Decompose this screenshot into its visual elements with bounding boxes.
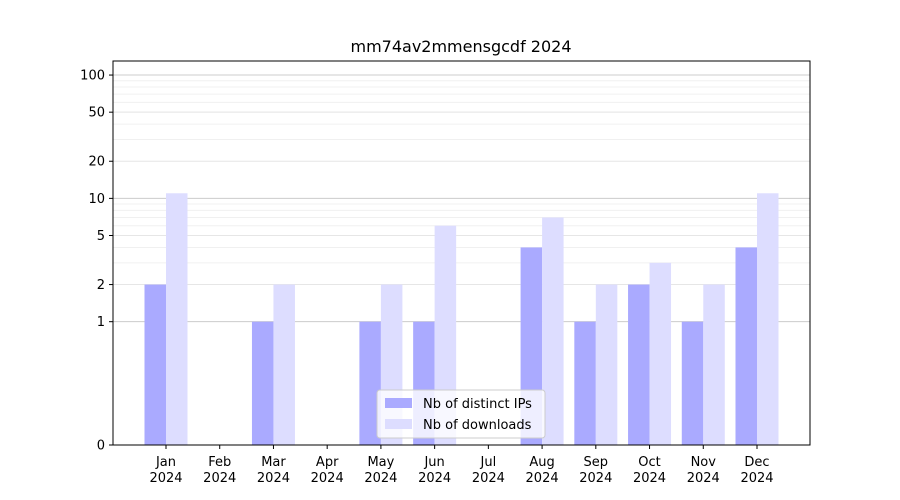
x-tick-label: Aug 2024 — [526, 455, 559, 486]
chart-title: mm74av2mmensgcdf 2024 — [350, 37, 571, 56]
legend-swatch-distinct-ips — [385, 398, 412, 408]
legend: Nb of distinct IPs Nb of downloads — [376, 389, 546, 439]
x-tick-label: Jun 2024 — [418, 455, 451, 486]
bar-downloads-8 — [595, 284, 618, 445]
bar-distinct-ips-0 — [144, 284, 166, 445]
grid-lines — [113, 74, 810, 323]
bar-distinct-ips-8 — [574, 321, 596, 445]
x-tick-label: Nov 2024 — [687, 455, 720, 486]
bar-distinct-ips-2 — [251, 321, 274, 445]
bar-downloads-11 — [757, 193, 779, 445]
legend-swatch-downloads — [385, 419, 412, 429]
x-tick-label: Dec 2024 — [740, 455, 773, 486]
x-tick-label: Feb 2024 — [203, 455, 236, 486]
bar-downloads-9 — [649, 262, 672, 445]
legend-box — [376, 389, 546, 439]
bar-distinct-ips-9 — [628, 284, 650, 445]
bar-downloads-0 — [166, 193, 188, 445]
bar-downloads-10 — [703, 284, 725, 445]
y-tick-label: 0 — [97, 439, 105, 454]
x-tick-label: May 2024 — [364, 455, 397, 486]
y-tick-label: 50 — [88, 106, 105, 121]
x-tick-label: Apr 2024 — [311, 455, 344, 486]
x-axis: Jan 2024 Feb 2024 Mar 2024 Apr 2024 May 2024 Jun 20… — [149, 445, 774, 486]
bar-distinct-ips-4 — [359, 321, 381, 445]
bar-downloads-2 — [273, 284, 295, 445]
y-tick-label: 1 — [97, 315, 105, 330]
y-tick-label: 2 — [97, 278, 105, 293]
y-tick-label: 100 — [80, 69, 105, 84]
plot-area-frame — [112, 60, 811, 446]
y-tick-label: 5 — [97, 229, 105, 244]
x-tick-label: Sep 2024 — [579, 455, 612, 486]
y-tick-label: 20 — [88, 155, 105, 170]
bar-distinct-ips-10 — [681, 321, 704, 445]
bar-distinct-ips-11 — [735, 247, 757, 445]
y-tick-label: 10 — [88, 192, 105, 207]
y-axis: 0 1 2 5 10 20 50 100 — [80, 69, 113, 454]
x-tick-label: Jan 2024 — [149, 455, 182, 486]
x-tick-label: Oct 2024 — [633, 455, 666, 486]
x-tick-label: Mar 2024 — [257, 455, 290, 486]
bar-downloads-7 — [542, 217, 564, 445]
legend-label-distinct-ips: Nb of distinct IPs — [423, 397, 532, 412]
x-tick-label: Jul 2024 — [472, 455, 505, 486]
legend-label-downloads: Nb of downloads — [423, 418, 532, 433]
